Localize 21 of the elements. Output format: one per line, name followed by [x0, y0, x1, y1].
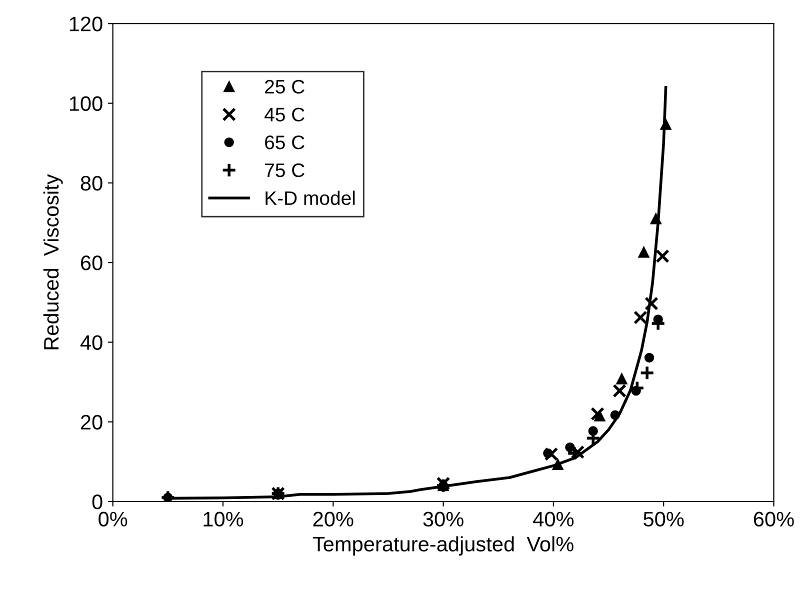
y-tick-label: 60	[81, 256, 102, 270]
legend-label: K-D model	[266, 190, 355, 206]
x-tick-label: 30%	[423, 512, 464, 527]
x-tick-label: 40%	[533, 512, 574, 527]
y-tick-label: 0	[92, 494, 102, 510]
y-tick-label: 100	[70, 96, 102, 112]
x-axis-title: Temperature-adjusted Vol%	[312, 536, 574, 556]
x-tick-label: 0%	[98, 512, 128, 527]
x-tick-label: 50%	[644, 512, 684, 527]
legend-label: 65 C	[265, 136, 304, 150]
x-tick-label: 60%	[754, 512, 794, 527]
y-tick-label: 20	[80, 414, 102, 430]
x-tick-label: 20%	[313, 512, 354, 527]
x-tick-label: 10%	[204, 512, 244, 527]
y-tick-label: 40	[80, 335, 102, 350]
y-tick-label: 120	[70, 16, 102, 32]
legend-label: 25 C	[265, 80, 304, 94]
y-axis-title: Reduced Viscosity	[43, 174, 63, 350]
y-tick-label: 80	[80, 176, 102, 191]
legend-label: 45 C	[264, 108, 304, 122]
legend-label: 75 C	[265, 163, 304, 178]
